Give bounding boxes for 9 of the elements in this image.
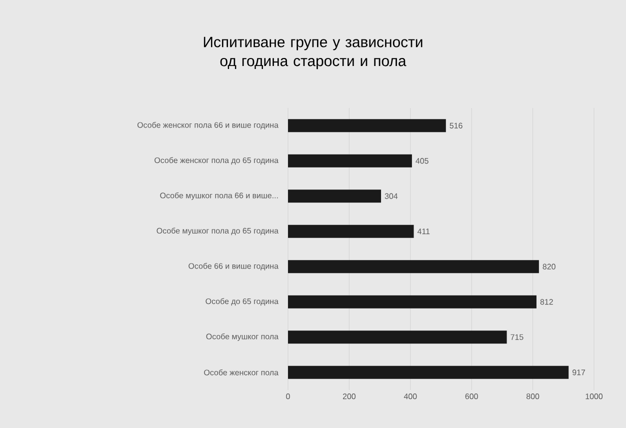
bar (288, 154, 412, 168)
bar (288, 190, 382, 203)
bar (288, 224, 414, 238)
bar (288, 295, 536, 308)
bar (288, 260, 539, 274)
bar (288, 330, 507, 344)
bar (288, 366, 569, 379)
chart-title: Испитиване групе у зависности од година старости и пола (204, 36, 422, 70)
bar (288, 119, 446, 132)
